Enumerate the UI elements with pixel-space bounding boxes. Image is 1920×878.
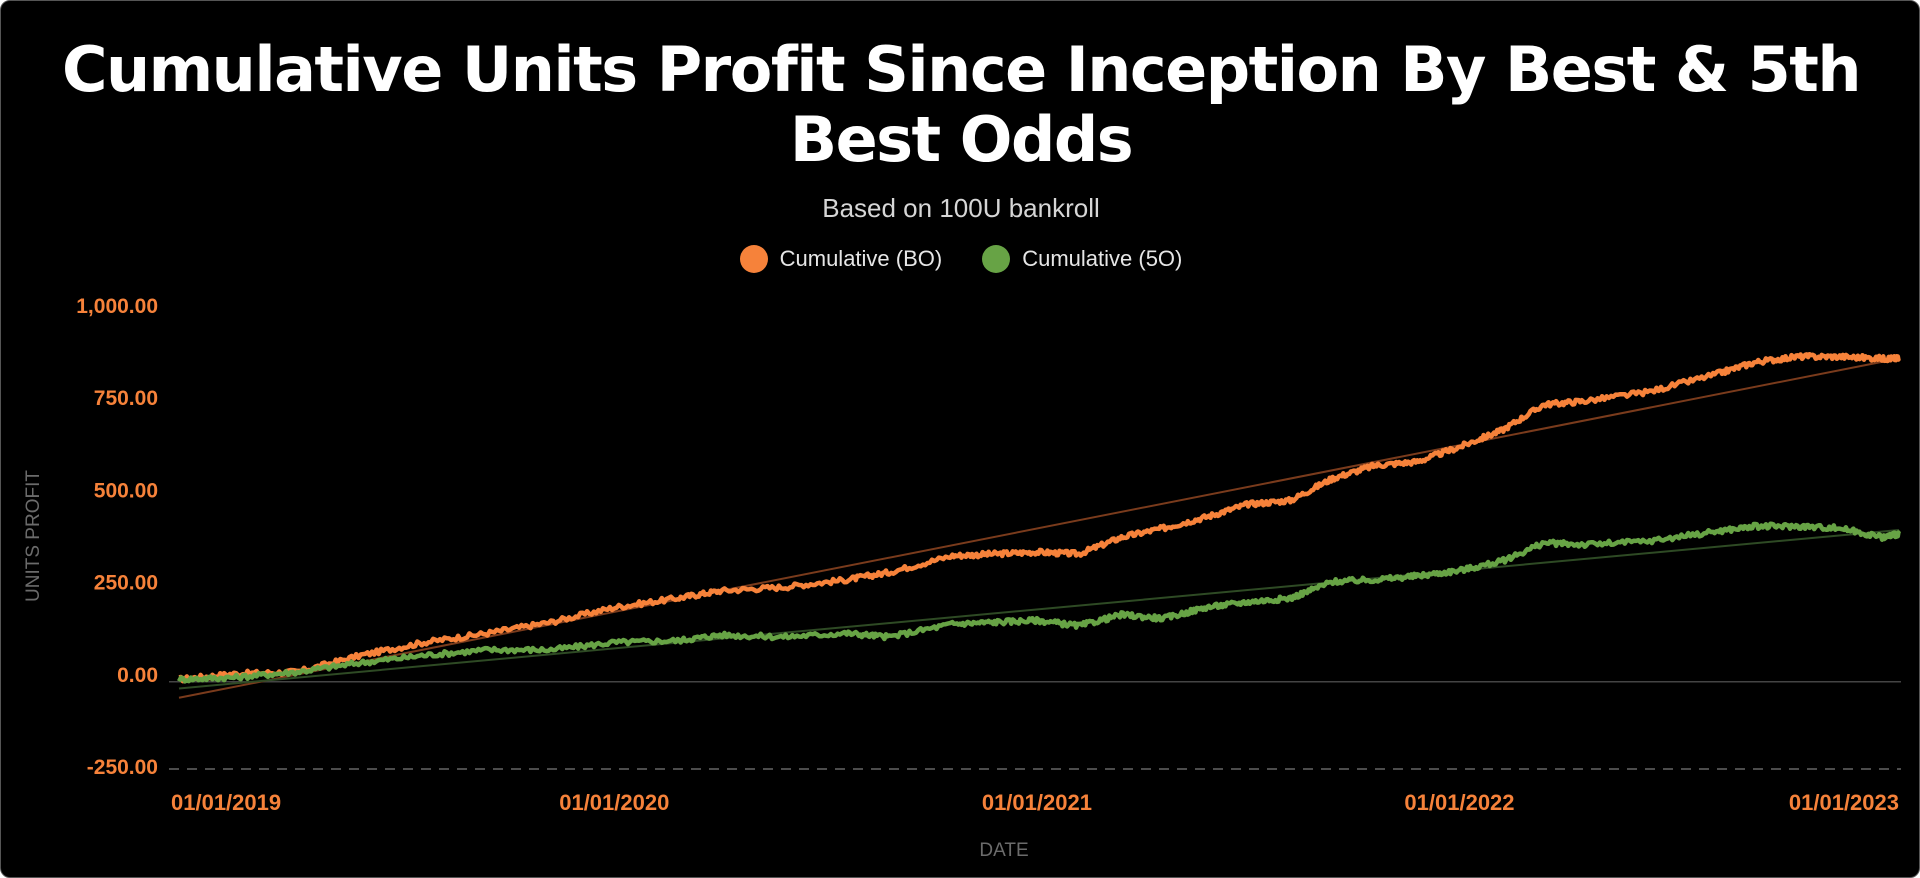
series-line-5o	[177, 521, 1902, 684]
series-line-bo	[178, 351, 1901, 684]
legend-label-bo: Cumulative (BO)	[779, 246, 943, 271]
y-tick-label: 500.00	[94, 479, 158, 502]
chart-subtitle: Based on 100U bankroll	[822, 193, 1100, 223]
x-tick-label: 01/01/2020	[559, 790, 669, 815]
x-tick-label: 01/01/2021	[982, 790, 1092, 815]
legend-marker-5o	[982, 245, 1011, 273]
trendline-bo	[178, 357, 1900, 699]
x-axis-title: DATE	[979, 840, 1028, 861]
legend-label-5o: Cumulative (5O)	[1022, 246, 1183, 271]
x-tick-label: 01/01/2023	[1789, 790, 1899, 815]
legend-item-bo[interactable]: Cumulative (BO)	[739, 245, 943, 273]
y-tick-label: 250.00	[94, 572, 158, 595]
x-tick-label: 01/01/2019	[171, 790, 281, 815]
chart-title: Cumulative Units Profit Since Inception …	[61, 33, 1862, 176]
y-axis-title: UNITS PROFIT	[23, 470, 44, 602]
y-tick-label: 750.00	[94, 387, 158, 410]
legend-marker-bo	[739, 245, 768, 273]
y-tick-label: 1,000.00	[76, 295, 158, 318]
x-tick-label: 01/01/2022	[1404, 790, 1514, 815]
trendline-5o	[178, 528, 1900, 690]
y-tick-label: 0.00	[117, 664, 158, 687]
chart-legend: Cumulative (BO) Cumulative (5O)	[1, 245, 1919, 273]
y-tick-label: -250.00	[87, 756, 158, 779]
legend-item-5o[interactable]: Cumulative (5O)	[982, 245, 1182, 273]
